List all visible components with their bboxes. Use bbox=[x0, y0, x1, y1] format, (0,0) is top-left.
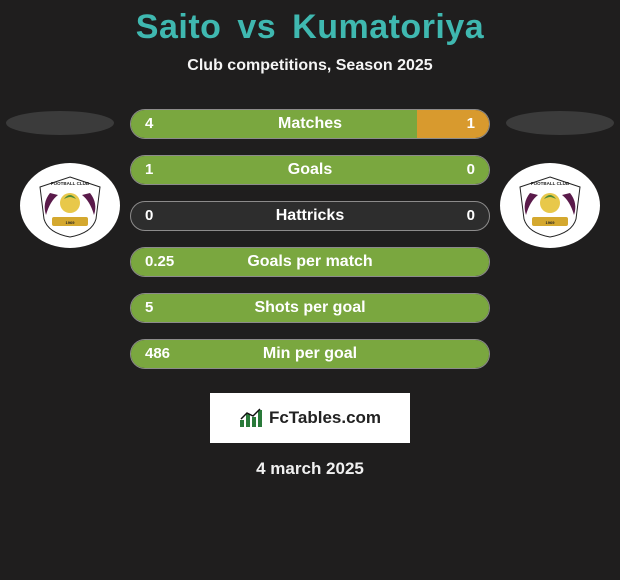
svg-text:FOOTBALL CLUB: FOOTBALL CLUB bbox=[51, 181, 90, 186]
club-logo-left: FOOTBALL CLUB 1969 bbox=[20, 163, 120, 248]
metric-label: Min per goal bbox=[131, 340, 489, 369]
metric-label: Goals per match bbox=[131, 248, 489, 277]
club-badge: FOOTBALL CLUB 1969 bbox=[32, 173, 108, 239]
shield-icon: FOOTBALL CLUB 1969 bbox=[32, 173, 108, 239]
title-vs: vs bbox=[237, 8, 276, 46]
shield-icon: FOOTBALL CLUB 1969 bbox=[512, 173, 588, 239]
bars-icon bbox=[239, 408, 263, 428]
metric-label: Matches bbox=[131, 110, 489, 139]
title-player-b: Kumatoriya bbox=[292, 8, 484, 46]
metric-label: Shots per goal bbox=[131, 294, 489, 323]
avatar-shadow-left bbox=[6, 111, 114, 135]
stat-row: 41Matches bbox=[130, 109, 490, 139]
page-title: Saito vs Kumatoriya bbox=[0, 0, 620, 47]
stat-row: 10Goals bbox=[130, 155, 490, 185]
brand-text: FcTables.com bbox=[269, 408, 381, 428]
content: FOOTBALL CLUB 1969 FOOTBALL CLUB 1969 41… bbox=[0, 109, 620, 479]
brand-box: FcTables.com bbox=[210, 393, 410, 443]
svg-text:FOOTBALL CLUB: FOOTBALL CLUB bbox=[531, 181, 570, 186]
title-player-a: Saito bbox=[136, 8, 222, 46]
club-badge: FOOTBALL CLUB 1969 bbox=[512, 173, 588, 239]
stat-row: 00Hattricks bbox=[130, 201, 490, 231]
metric-label: Hattricks bbox=[131, 202, 489, 231]
subtitle: Club competitions, Season 2025 bbox=[0, 57, 620, 75]
avatar-shadow-right bbox=[506, 111, 614, 135]
metric-label: Goals bbox=[131, 156, 489, 185]
stat-rows: 41Matches 10Goals 00Hattricks 0.25Goals per… bbox=[130, 109, 490, 369]
svg-text:1969: 1969 bbox=[66, 220, 76, 225]
club-logo-right: FOOTBALL CLUB 1969 bbox=[500, 163, 600, 248]
stat-row: 486Min per goal bbox=[130, 339, 490, 369]
stat-row: 0.25Goals per match bbox=[130, 247, 490, 277]
stat-row: 5Shots per goal bbox=[130, 293, 490, 323]
svg-text:1969: 1969 bbox=[546, 220, 556, 225]
date-text: 4 march 2025 bbox=[0, 459, 620, 479]
